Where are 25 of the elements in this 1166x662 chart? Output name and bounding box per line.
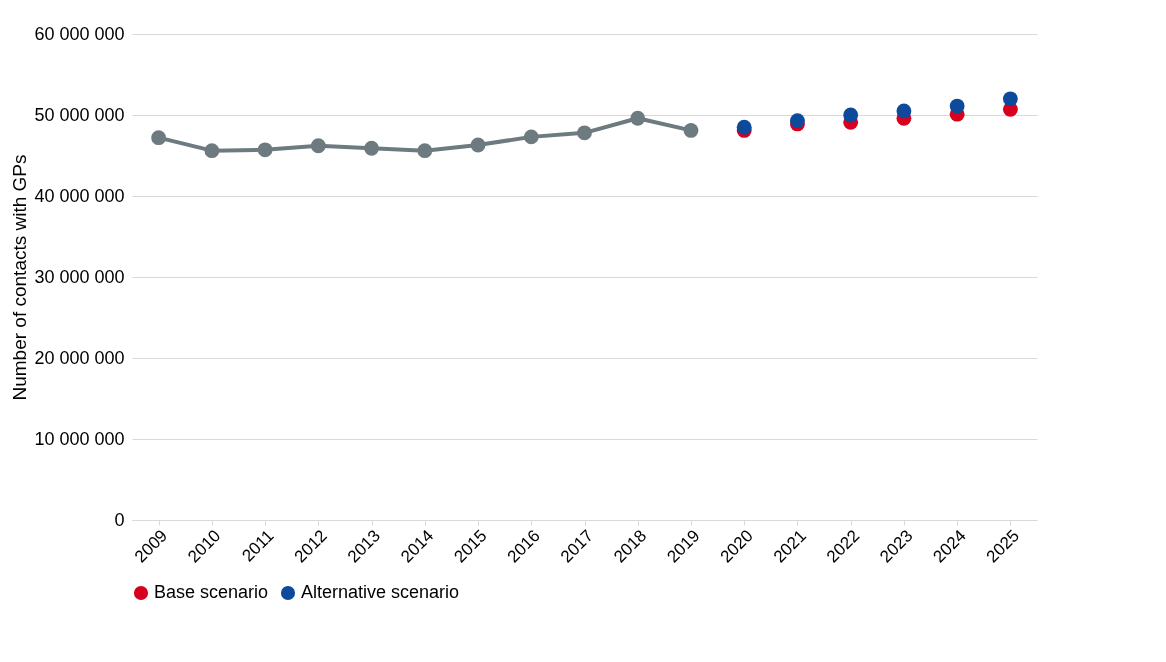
y-tick-label: 40 000 000 — [34, 185, 125, 206]
y-tick-label: 20 000 000 — [34, 347, 125, 368]
point — [1002, 91, 1018, 107]
y-tick-label: 0 — [114, 509, 125, 530]
y-tick-label: 60 000 000 — [34, 23, 125, 44]
y-axis-title: Number of contacts with GPs — [9, 154, 31, 401]
legend-label: Alternative scenario — [301, 582, 460, 602]
y-tick-label: 50 000 000 — [34, 104, 125, 125]
point — [470, 137, 486, 153]
point — [310, 138, 326, 154]
point — [364, 140, 379, 156]
point — [257, 142, 273, 158]
point — [151, 130, 167, 146]
legend-label: Base scenario — [154, 582, 269, 602]
y-tick-label: 30 000 000 — [34, 266, 125, 287]
point — [523, 129, 539, 145]
point — [949, 98, 965, 114]
point — [204, 143, 220, 159]
point — [630, 110, 646, 126]
point — [577, 125, 592, 141]
point — [683, 122, 699, 138]
point — [417, 143, 433, 159]
point — [843, 107, 859, 123]
y-tick-label: 10 000 000 — [34, 428, 125, 449]
point — [896, 103, 912, 119]
